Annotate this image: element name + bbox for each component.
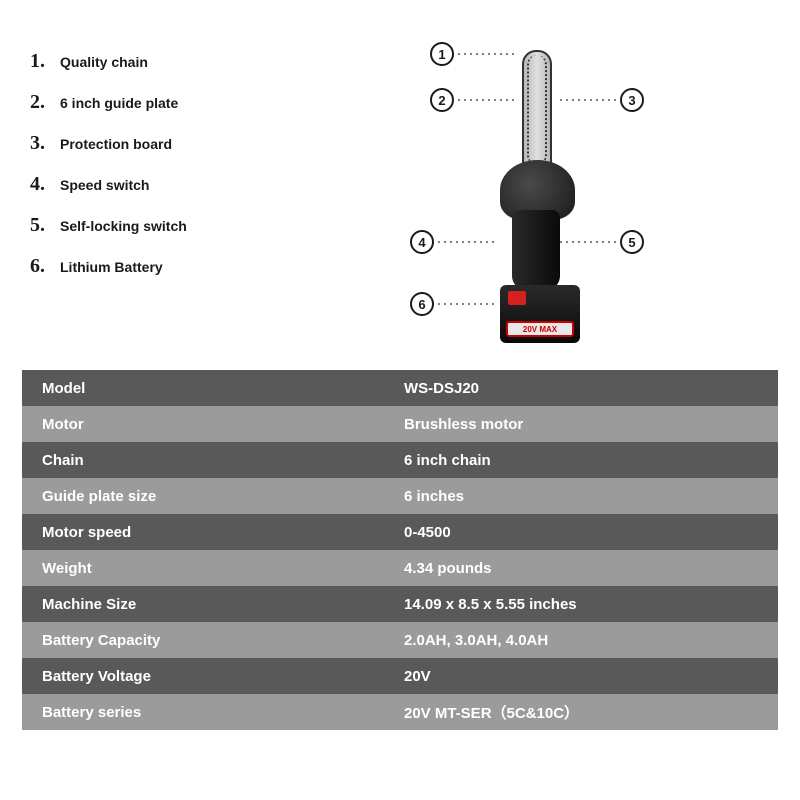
feature-label: Lithium Battery [60,259,163,275]
feature-item: 3. Protection board [30,132,310,155]
spec-key: Battery Voltage [22,668,392,685]
feature-label: Self-locking switch [60,218,187,234]
feature-number: 6. [30,255,52,278]
spec-value: 2.0AH, 3.0AH, 4.0AH [392,632,778,649]
spec-key: Battery Capacity [22,632,392,649]
battery-shape: 20V MAX [500,285,580,343]
feature-label: Protection board [60,136,172,152]
feature-item: 2. 6 inch guide plate [30,91,310,114]
product-diagram: 20V MAX 1 2 3 4 5 6 [310,40,770,350]
callout-leader [558,99,618,101]
product-illustration: 20V MAX [450,50,610,350]
callout-leader [436,303,494,305]
spec-value: 20V [392,668,778,685]
spec-key: Machine Size [22,596,392,613]
spec-row: Chain6 inch chain [22,442,778,478]
blade-shape [522,50,552,170]
callout-1: 1 [430,42,454,66]
callout-5: 5 [620,230,644,254]
battery-badge: 20V MAX [506,321,574,337]
callout-leader [456,53,516,55]
spec-row: Machine Size14.09 x 8.5 x 5.55 inches [22,586,778,622]
spec-key: Chain [22,452,392,469]
spec-value: 0-4500 [392,524,778,541]
spec-table: ModelWS-DSJ20MotorBrushless motorChain6 … [22,370,778,730]
callout-leader [456,99,516,101]
spec-row: Battery Capacity2.0AH, 3.0AH, 4.0AH [22,622,778,658]
spec-key: Guide plate size [22,488,392,505]
top-section: 1. Quality chain 2. 6 inch guide plate 3. Pro… [0,0,800,370]
spec-value: 14.09 x 8.5 x 5.55 inches [392,596,778,613]
spec-row: Motor speed0-4500 [22,514,778,550]
spec-value: WS-DSJ20 [392,380,778,397]
spec-key: Motor speed [22,524,392,541]
handle-shape [512,210,560,290]
spec-value: Brushless motor [392,416,778,433]
feature-label: Speed switch [60,177,149,193]
feature-number: 3. [30,132,52,155]
callout-leader [436,241,494,243]
spec-row: ModelWS-DSJ20 [22,370,778,406]
spec-value: 4.34 pounds [392,560,778,577]
spec-key: Battery series [22,704,392,721]
spec-row: Battery series20V MT-SER（5C&10C） [22,694,778,730]
callout-4: 4 [410,230,434,254]
spec-row: Weight4.34 pounds [22,550,778,586]
spec-row: Battery Voltage20V [22,658,778,694]
feature-list: 1. Quality chain 2. 6 inch guide plate 3. Pro… [30,40,310,350]
callout-2: 2 [430,88,454,112]
feature-label: 6 inch guide plate [60,95,178,111]
feature-label: Quality chain [60,54,148,70]
spec-row: Guide plate size6 inches [22,478,778,514]
spec-row: MotorBrushless motor [22,406,778,442]
callout-6: 6 [410,292,434,316]
spec-key: Motor [22,416,392,433]
spec-value: 6 inches [392,488,778,505]
feature-number: 5. [30,214,52,237]
feature-number: 1. [30,50,52,73]
feature-item: 1. Quality chain [30,50,310,73]
spec-key: Model [22,380,392,397]
spec-key: Weight [22,560,392,577]
spec-value: 6 inch chain [392,452,778,469]
feature-item: 5. Self-locking switch [30,214,310,237]
callout-leader [558,241,618,243]
feature-item: 6. Lithium Battery [30,255,310,278]
callout-3: 3 [620,88,644,112]
spec-value: 20V MT-SER（5C&10C） [392,702,778,723]
feature-number: 4. [30,173,52,196]
feature-number: 2. [30,91,52,114]
feature-item: 4. Speed switch [30,173,310,196]
